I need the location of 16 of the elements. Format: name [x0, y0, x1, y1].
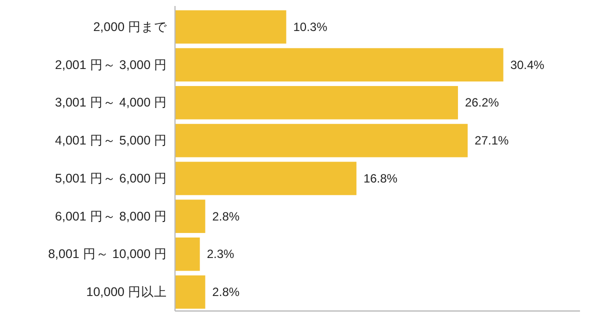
y-tick-label: 2,000 円まで — [93, 20, 168, 34]
y-tick-label: 4,001 円～ 5,000 円 — [55, 134, 167, 148]
y-tick-label: 3,001 円～ 4,000 円 — [55, 96, 167, 110]
data-label: 2.8% — [212, 209, 240, 224]
data-label: 2.8% — [212, 285, 240, 300]
y-tick-label: 2,001 円～ 3,000 円 — [55, 58, 167, 72]
data-label: 27.1% — [474, 134, 510, 148]
data-label: 10.3% — [293, 20, 328, 34]
data-label: 26.2% — [464, 96, 500, 110]
data-label: 16.8% — [363, 171, 398, 186]
data-label: 2.3% — [206, 247, 235, 262]
y-tick-label: 6,001 円～ 8,000 円 — [55, 209, 167, 224]
data-label: 30.4% — [510, 58, 545, 72]
y-tick-label: 8,001 円～ 10,000 円 — [48, 247, 167, 262]
y-tick-label: 5,001 円～ 6,000 円 — [55, 171, 167, 186]
y-tick-label: 10,000 円以上 — [86, 285, 167, 300]
